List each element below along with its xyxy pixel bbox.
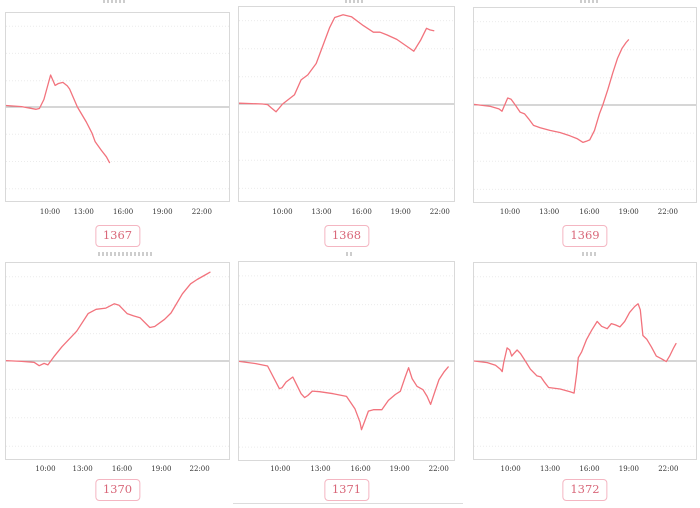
bottom-divider — [233, 503, 463, 504]
chart-plot-1372 — [473, 262, 697, 460]
chart-title-illegible — [346, 252, 354, 256]
x-tick-label: 16:00 — [113, 208, 134, 216]
x-tick-label: 19:00 — [151, 465, 172, 473]
line-chart-svg — [6, 271, 229, 447]
x-tick-label: 19:00 — [618, 465, 639, 473]
x-tick-label: 22:00 — [428, 465, 449, 473]
x-axis-ticks: 10:00 13:00 16:00 19:00 22:00 — [5, 464, 230, 474]
chart-title-illegible — [580, 0, 600, 3]
x-tick-label: 13:00 — [73, 208, 94, 216]
x-axis-ticks: 10:00 13:00 16:00 19:00 22:00 — [5, 207, 230, 217]
chart-id-badge-1367[interactable]: 1367 — [94, 225, 141, 247]
price-line-series — [6, 74, 111, 164]
line-chart-svg — [239, 14, 454, 189]
x-tick-label: 19:00 — [618, 208, 639, 216]
chart-plot-1369 — [473, 7, 697, 203]
x-tick-label: 13:00 — [311, 208, 332, 216]
chart-plot-1367 — [5, 12, 230, 202]
line-chart-svg — [474, 21, 696, 190]
x-tick-label: 19:00 — [389, 465, 410, 473]
x-tick-label: 22:00 — [658, 465, 679, 473]
x-tick-label: 13:00 — [539, 208, 560, 216]
x-tick-label: 22:00 — [191, 208, 212, 216]
line-chart-svg — [474, 276, 696, 447]
x-axis-ticks: 10:00 13:00 16:00 19:00 22:00 — [238, 464, 455, 474]
chart-plot-1370 — [5, 262, 230, 460]
x-tick-label: 19:00 — [390, 208, 411, 216]
line-chart-svg — [239, 275, 454, 448]
x-tick-label: 22:00 — [657, 208, 678, 216]
price-line-series — [474, 303, 677, 394]
chart-title-illegible — [98, 252, 152, 256]
x-tick-label: 10:00 — [39, 208, 61, 216]
price-line-series — [239, 14, 435, 113]
chart-id-badge-1369[interactable]: 1369 — [562, 225, 608, 247]
chart-id-badge-1370[interactable]: 1370 — [94, 479, 141, 501]
x-tick-label: 22:00 — [189, 465, 210, 473]
chart-id-badge-1372[interactable]: 1372 — [562, 479, 608, 501]
chart-plot-1368 — [238, 6, 455, 202]
x-axis-ticks: 10:00 13:00 16:00 19:00 22:00 — [238, 207, 455, 217]
price-line-series — [239, 360, 449, 431]
x-tick-label: 16:00 — [579, 465, 600, 473]
x-tick-label: 16:00 — [350, 465, 371, 473]
chart-title-illegible — [581, 252, 597, 256]
x-tick-label: 16:00 — [111, 465, 133, 473]
x-axis-ticks: 10:00 13:00 16:00 19:00 22:00 — [473, 207, 697, 217]
x-tick-label: 10:00 — [500, 465, 521, 473]
chart-title-illegible — [345, 0, 363, 3]
x-axis-ticks: 10:00 13:00 16:00 19:00 22:00 — [473, 464, 697, 474]
x-tick-label: 10:00 — [499, 208, 521, 216]
chart-id-badge-1368[interactable]: 1368 — [323, 225, 370, 247]
x-tick-label: 16:00 — [351, 208, 372, 216]
x-tick-label: 13:00 — [539, 465, 561, 473]
chart-id-badge-1371[interactable]: 1371 — [323, 479, 370, 501]
x-tick-label: 22:00 — [429, 208, 450, 216]
x-tick-label: 13:00 — [310, 465, 331, 473]
price-line-series — [6, 271, 211, 367]
price-line-series — [474, 39, 630, 144]
x-tick-label: 19:00 — [152, 208, 173, 216]
x-tick-label: 13:00 — [72, 465, 93, 473]
x-tick-label: 10:00 — [272, 208, 293, 216]
chart-plot-1371 — [238, 261, 455, 461]
x-tick-label: 10:00 — [270, 465, 291, 473]
chart-title-illegible — [103, 0, 127, 3]
line-chart-svg — [6, 25, 229, 190]
x-tick-label: 10:00 — [35, 465, 56, 473]
x-tick-label: 16:00 — [579, 208, 600, 216]
